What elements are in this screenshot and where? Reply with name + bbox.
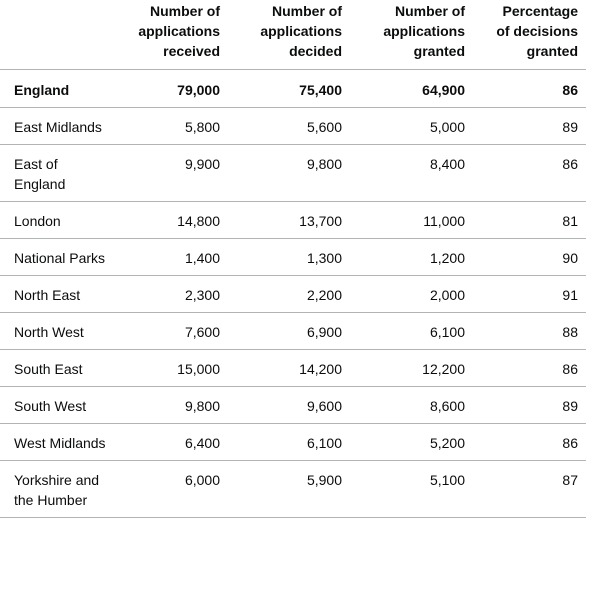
header-received: Number of applications received <box>115 0 228 70</box>
cell-granted: 8,400 <box>350 144 473 202</box>
table-row: North East 2,300 2,200 2,000 91 <box>0 275 586 313</box>
cell-decided: 6,900 <box>228 312 350 350</box>
cell-decided: 6,100 <box>228 423 350 461</box>
cell-percent: 86 <box>473 144 586 202</box>
cell-percent: 91 <box>473 275 586 313</box>
header-percentage: Percentage of decisions granted <box>473 0 586 70</box>
table-row: South West 9,800 9,600 8,600 89 <box>0 386 586 424</box>
cell-received: 14,800 <box>115 201 228 239</box>
header-granted: Number of applications granted <box>350 0 473 70</box>
cell-received: 6,400 <box>115 423 228 461</box>
cell-decided: 5,600 <box>228 107 350 145</box>
table-row: National Parks 1,400 1,300 1,200 90 <box>0 238 586 276</box>
row-name: England <box>0 69 115 108</box>
row-name: South East <box>0 349 115 387</box>
cell-received: 7,600 <box>115 312 228 350</box>
table-row: East Midlands 5,800 5,600 5,000 89 <box>0 107 586 145</box>
cell-decided: 9,800 <box>228 144 350 202</box>
table-row-england: England 79,000 75,400 64,900 86 <box>0 69 586 108</box>
row-name: London <box>0 201 115 239</box>
cell-received: 15,000 <box>115 349 228 387</box>
cell-received: 79,000 <box>115 69 228 108</box>
cell-received: 2,300 <box>115 275 228 313</box>
cell-granted: 1,200 <box>350 238 473 276</box>
header-row: Number of applications received Number o… <box>0 0 586 70</box>
header-decided: Number of applications decided <box>228 0 350 70</box>
cell-decided: 2,200 <box>228 275 350 313</box>
cell-percent: 86 <box>473 69 586 108</box>
row-name: North West <box>0 312 115 350</box>
cell-granted: 64,900 <box>350 69 473 108</box>
cell-granted: 5,000 <box>350 107 473 145</box>
cell-percent: 89 <box>473 107 586 145</box>
cell-received: 5,800 <box>115 107 228 145</box>
row-name: Yorkshire and the Humber <box>0 460 115 518</box>
cell-granted: 2,000 <box>350 275 473 313</box>
cell-received: 9,800 <box>115 386 228 424</box>
cell-decided: 75,400 <box>228 69 350 108</box>
cell-decided: 9,600 <box>228 386 350 424</box>
cell-granted: 12,200 <box>350 349 473 387</box>
cell-percent: 90 <box>473 238 586 276</box>
cell-received: 6,000 <box>115 460 228 518</box>
cell-granted: 8,600 <box>350 386 473 424</box>
row-name: National Parks <box>0 238 115 276</box>
cell-decided: 13,700 <box>228 201 350 239</box>
cell-decided: 14,200 <box>228 349 350 387</box>
table-row: Yorkshire and the Humber 6,000 5,900 5,1… <box>0 460 586 518</box>
row-name: North East <box>0 275 115 313</box>
table-row: West Midlands 6,400 6,100 5,200 86 <box>0 423 586 461</box>
table-row: North West 7,600 6,900 6,100 88 <box>0 312 586 350</box>
cell-decided: 5,900 <box>228 460 350 518</box>
cell-percent: 88 <box>473 312 586 350</box>
cell-granted: 6,100 <box>350 312 473 350</box>
table-body: England 79,000 75,400 64,900 86 East Mid… <box>0 69 586 518</box>
cell-percent: 81 <box>473 201 586 239</box>
table-header: Number of applications received Number o… <box>0 0 586 70</box>
table-row: South East 15,000 14,200 12,200 86 <box>0 349 586 387</box>
table-row: East of England 9,900 9,800 8,400 86 <box>0 144 586 202</box>
cell-granted: 5,100 <box>350 460 473 518</box>
cell-percent: 89 <box>473 386 586 424</box>
cell-percent: 87 <box>473 460 586 518</box>
applications-table: Number of applications received Number o… <box>0 0 586 518</box>
cell-granted: 5,200 <box>350 423 473 461</box>
cell-percent: 86 <box>473 349 586 387</box>
table-row: London 14,800 13,700 11,000 81 <box>0 201 586 239</box>
row-name: East Midlands <box>0 107 115 145</box>
cell-percent: 86 <box>473 423 586 461</box>
row-name: East of England <box>0 144 115 202</box>
cell-granted: 11,000 <box>350 201 473 239</box>
row-name: West Midlands <box>0 423 115 461</box>
cell-received: 1,400 <box>115 238 228 276</box>
cell-received: 9,900 <box>115 144 228 202</box>
row-name: South West <box>0 386 115 424</box>
cell-decided: 1,300 <box>228 238 350 276</box>
header-area <box>0 0 115 70</box>
